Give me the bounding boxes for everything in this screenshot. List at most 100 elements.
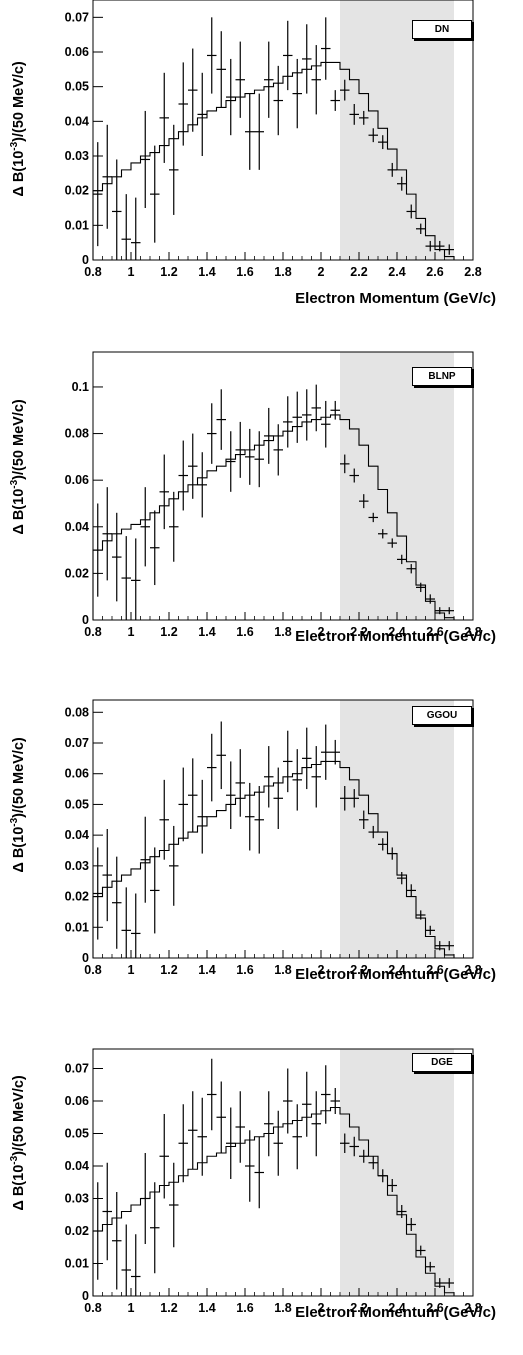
data-point [406,884,416,897]
data-point [292,749,302,811]
data-point [235,1091,245,1163]
x-tick-label: 2 [318,265,325,279]
x-axis-label-2: Electron Momentum (GeV/c) [295,628,496,645]
data-point [178,62,188,146]
y-tick-label: 0.06 [65,45,89,59]
x-tick-label: 0.8 [84,1301,101,1315]
data-point [169,825,179,906]
data-point [321,724,331,780]
data-point [131,538,141,620]
x-tick-label: 2.2 [350,1301,367,1315]
x-tick-label: 2.4 [388,625,405,639]
chart-panel-4: 0.8 1 1.2 1.4 1.6 1.8 2 2.2 2.4 2.6 2.8 0 0.01 0.02 0.… [0,1014,523,1352]
data-point [397,872,407,885]
data-point [435,607,445,615]
data-point [235,749,245,817]
data-point [188,48,198,132]
x-tick-label: 2.6 [426,1301,443,1315]
data-point [121,194,131,260]
x-tick-label: 1.2 [160,265,177,279]
data-point [178,1104,188,1183]
model-histogram [92,61,455,260]
signal-region [340,700,454,958]
data-point [197,779,207,854]
data-point [207,733,217,802]
signal-region [340,352,454,620]
x-tick-label: 2.4 [388,1301,405,1315]
y-tick-label: 0.1 [72,380,89,394]
data-point [406,204,416,219]
y-tick-label: 0.06 [65,1094,89,1108]
data-point [283,20,293,91]
legend-box-2: BLNP [412,367,472,386]
x-tick-label: 1 [128,963,135,977]
data-point [140,110,150,208]
data-point [93,142,103,247]
x-tick-label: 2.6 [426,265,443,279]
data-point [368,1156,378,1170]
data-point [140,1153,150,1244]
data-point [359,110,369,125]
y-tick-label: 0.01 [65,218,89,232]
data-point [197,452,207,518]
y-tick-label: 0.07 [65,1062,89,1076]
x-axis-label-1: Electron Momentum (GeV/c) [295,290,496,307]
data-point [283,730,293,793]
data-point [435,240,445,252]
data-point [387,847,397,860]
x-tick-label: 2.2 [350,963,367,977]
data-point [169,491,179,562]
data-point [292,391,302,443]
data-point [368,825,378,839]
data-point [254,786,264,854]
data-point [273,65,283,136]
data-point [226,58,236,136]
y-tick-label: 0.06 [65,767,89,781]
data-point [216,31,226,108]
y-tick-label: 0.02 [65,1224,89,1238]
data-point [264,746,274,808]
y-axis-label-1: Δ B(10-3)/(50 MeV/c) [9,61,27,197]
data-point [425,594,435,604]
x-tick-label: 2.2 [350,625,367,639]
data-point [235,421,245,478]
data-point [406,1218,416,1231]
data-point [150,847,160,934]
data-point [349,1136,359,1157]
x-tick-label: 2.6 [426,625,443,639]
signal-region [340,1049,454,1296]
x-tick-label: 1 [128,1301,135,1315]
y-tick-label: 0.01 [65,1257,89,1271]
data-point [188,1091,198,1170]
data-point [112,512,122,602]
data-point [264,1091,274,1157]
x-axis-label-4: Electron Momentum (GeV/c) [295,1304,496,1321]
legend-box-3: GGOU [412,706,472,725]
y-tick-label: 0.03 [65,149,89,163]
data-point [397,176,407,191]
data-point [226,1107,236,1179]
x-tick-label: 2.8 [464,265,481,279]
x-tick-label: 0.8 [84,625,101,639]
data-point [397,1205,407,1218]
data-point [131,893,141,958]
x-tick-label: 1.2 [160,625,177,639]
data-point [131,197,141,260]
data-point [150,510,160,586]
data-point [292,58,302,129]
data-point [273,424,283,476]
chart-panel-3: 0.8 1 1.2 1.4 1.6 1.8 2 2.2 2.4 2.6 2.8 0 0.01 0.02 0.… [0,676,523,1014]
data-point [254,1136,264,1209]
y-tick-label: 0 [82,613,89,627]
data-point [178,767,188,842]
data-point [435,1278,445,1288]
data-point [378,135,388,150]
y-tick-label: 0.02 [65,890,89,904]
y-tick-label: 0.06 [65,473,89,487]
x-tick-label: 1.2 [160,1301,177,1315]
data-point [340,786,350,811]
x-tick-label: 1.8 [274,963,291,977]
x-axis-label-3: Electron Momentum (GeV/c) [295,966,496,983]
x-tick-label: 2.2 [350,265,367,279]
data-point [321,17,331,80]
